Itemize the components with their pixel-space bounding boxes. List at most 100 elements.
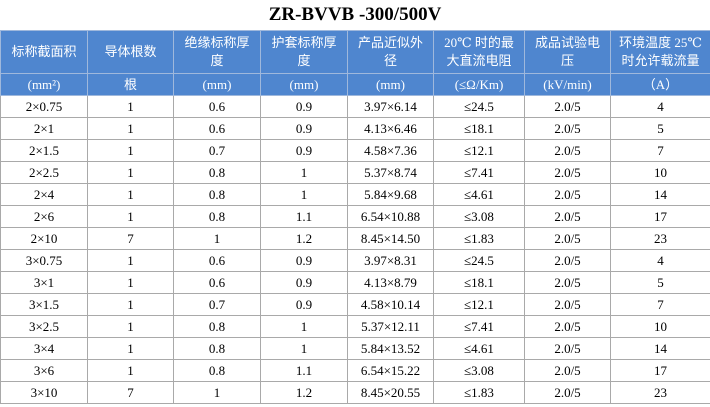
table-cell: 2×2.5 [0,161,88,184]
column-header: 标称截面积 [0,30,88,74]
table-cell: 3×0.75 [0,249,88,272]
table-cell: 5.37×8.74 [347,161,434,184]
table-cell: ≤4.61 [433,183,525,206]
table-cell: 0.9 [260,293,348,316]
table-cell: 14 [610,183,710,206]
table-cell: 0.8 [173,315,261,338]
table-cell: 2×1.5 [0,139,88,162]
table-cell: 2.0/5 [524,249,611,272]
table-cell: 1 [87,117,174,140]
table-row: 3×0.75 1 0.6 0.9 3.97×8.31 ≤24.5 2.0/5 4 [0,249,710,272]
table-cell: ≤18.1 [433,117,525,140]
table-cell: 0.6 [173,95,261,118]
table-row: 3×2.5 1 0.8 1 5.37×12.11 ≤7.41 2.0/5 10 [0,315,710,338]
table-cell: ≤12.1 [433,293,525,316]
table-cell: 14 [610,337,710,360]
table-cell: 1 [87,271,174,294]
spec-table: 标称截面积 导体根数 绝缘标称厚度 护套标称厚度 产品近似外径 20℃ 时的最大直流电阻成… [0,30,710,404]
unit-row: (mm²) 根 (mm) (mm) (mm) (≤Ω/Km) (kV/min) （A） [0,73,710,96]
table-cell: 7 [610,139,710,162]
table-cell: 2×1 [0,117,88,140]
table-cell: 3×6 [0,359,88,382]
table-cell: 0.8 [173,161,261,184]
table-row: 3×1.5 1 0.7 0.9 4.58×10.14 ≤12.1 2.0/5 7 [0,293,710,316]
table-row: 3×1 1 0.6 0.9 4.13×8.79 ≤18.1 2.0/5 5 [0,271,710,294]
table-cell: 1.1 [260,359,348,382]
table-cell: 0.9 [260,249,348,272]
table-cell: 2×10 [0,227,88,250]
table-cell: 1 [87,249,174,272]
table-row: 2×4 1 0.8 1 5.84×9.68 ≤4.61 2.0/5 14 [0,183,710,206]
table-cell: 1 [87,95,174,118]
table-cell: 0.9 [260,271,348,294]
table-cell: 2.0/5 [524,161,611,184]
table-cell: ≤7.41 [433,161,525,184]
column-unit: (≤Ω/Km) [433,73,525,96]
table-cell: 7 [610,293,710,316]
table-cell: ≤3.08 [433,205,525,228]
table-row: 2×1 1 0.6 0.9 4.13×6.46 ≤18.1 2.0/5 5 [0,117,710,140]
table-cell: 10 [610,315,710,338]
column-unit: (mm) [347,73,434,96]
table-cell: 8.45×14.50 [347,227,434,250]
table-cell: 2.0/5 [524,117,611,140]
table-cell: 3.97×6.14 [347,95,434,118]
table-cell: 0.6 [173,249,261,272]
table-cell: ≤7.41 [433,315,525,338]
table-cell: 3×1 [0,271,88,294]
table-cell: 0.8 [173,337,261,360]
table-cell: ≤1.83 [433,227,525,250]
table-row: 2×2.5 1 0.8 1 5.37×8.74 ≤7.41 2.0/5 10 [0,161,710,184]
table-cell: 5 [610,117,710,140]
table-cell: 1 [87,315,174,338]
table-row: 2×0.75 1 0.6 0.9 3.97×6.14 ≤24.5 2.0/5 4 [0,95,710,118]
table-cell: 3×4 [0,337,88,360]
table-cell: 3×2.5 [0,315,88,338]
table-cell: ≤4.61 [433,337,525,360]
table-cell: 10 [610,161,710,184]
table-cell: 1 [87,139,174,162]
table-cell: 0.7 [173,139,261,162]
table-cell: 17 [610,205,710,228]
table-cell: 4 [610,249,710,272]
table-cell: 0.7 [173,293,261,316]
table-cell: 2.0/5 [524,227,611,250]
table-cell: 7 [87,227,174,250]
table-cell: 2×6 [0,205,88,228]
column-unit: (mm²) [0,73,88,96]
table-cell: 2.0/5 [524,337,611,360]
table-cell: 1 [87,293,174,316]
table-cell: ≤3.08 [433,359,525,382]
table-cell: 0.9 [260,117,348,140]
table-cell: ≤18.1 [433,271,525,294]
table-cell: 1.2 [260,381,348,404]
table-cell: 1.1 [260,205,348,228]
table-cell: 1 [260,337,348,360]
table-cell: 2.0/5 [524,95,611,118]
table-row: 3×4 1 0.8 1 5.84×13.52 ≤4.61 2.0/5 14 [0,337,710,360]
column-unit: (kV/min) [524,73,611,96]
table-cell: ≤1.83 [433,381,525,404]
table-cell: 3.97×8.31 [347,249,434,272]
table-cell: 0.8 [173,205,261,228]
table-body: 2×0.75 1 0.6 0.9 3.97×6.14 ≤24.5 2.0/5 4 2×1 1 0.6… [0,95,710,404]
table-row: 3×6 1 0.8 1.1 6.54×15.22 ≤3.08 2.0/5 17 [0,359,710,382]
column-header: 护套标称厚度 [260,30,348,74]
table-cell: ≤12.1 [433,139,525,162]
table-row: 2×10 7 1 1.2 8.45×14.50 ≤1.83 2.0/5 23 [0,227,710,250]
table-cell: 0.8 [173,183,261,206]
table-cell: 0.9 [260,95,348,118]
header-row: 标称截面积 导体根数 绝缘标称厚度 护套标称厚度 产品近似外径 20℃ 时的最大直流电阻成… [0,30,710,74]
table-cell: 0.6 [173,271,261,294]
table-cell: 2×4 [0,183,88,206]
table-row: 2×6 1 0.8 1.1 6.54×10.88 ≤3.08 2.0/5 17 [0,205,710,228]
column-header: 成品试验电压 [524,30,611,74]
table-cell: 2×0.75 [0,95,88,118]
table-cell: 1 [87,205,174,228]
table-cell: 1 [87,183,174,206]
table-cell: 1 [173,227,261,250]
table-cell: 1 [260,161,348,184]
table-cell: 3×1.5 [0,293,88,316]
table-cell: 1 [87,161,174,184]
